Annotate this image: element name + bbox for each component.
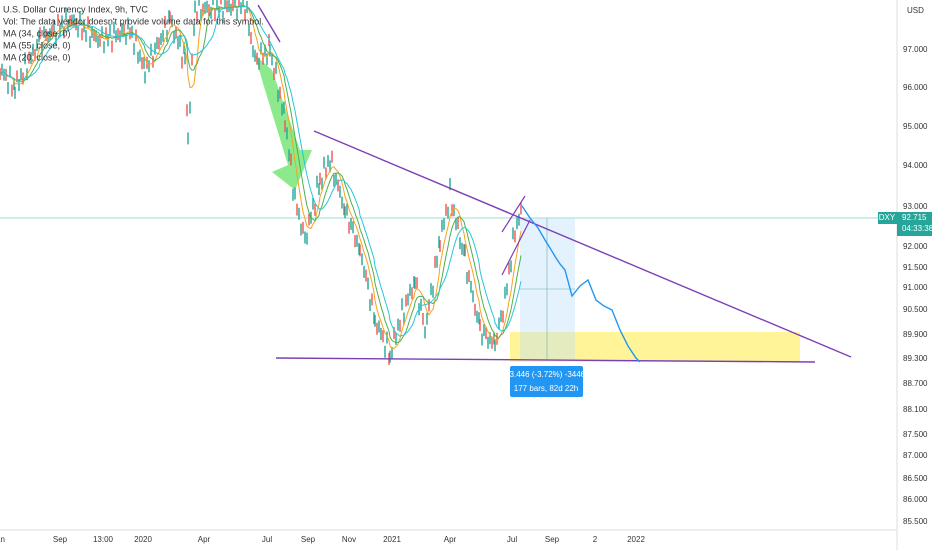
time-label: 13:00 bbox=[93, 535, 114, 544]
trendline bbox=[257, 4, 281, 43]
price-label: 91.000 bbox=[903, 283, 928, 292]
time-label: Sep bbox=[301, 535, 316, 544]
time-label: Nov bbox=[342, 535, 356, 544]
target-zone bbox=[510, 332, 800, 362]
trendline bbox=[275, 357, 816, 363]
time-label: Apr bbox=[444, 535, 457, 544]
measure-box bbox=[510, 366, 583, 397]
green-arrow bbox=[255, 55, 312, 190]
time-label: Jan bbox=[0, 535, 5, 544]
last-price-tag bbox=[897, 212, 932, 236]
time-label: Sep bbox=[53, 535, 68, 544]
countdown: 04:33:38 bbox=[902, 224, 932, 233]
price-label: 95.000 bbox=[903, 122, 928, 131]
price-label: 88.700 bbox=[903, 379, 928, 388]
time-label: Sep bbox=[545, 535, 560, 544]
price-label: 92.000 bbox=[903, 242, 928, 251]
price-label: 85.500 bbox=[903, 517, 928, 526]
legend-text: U.S. Dollar Currency Index, 9h, TVC bbox=[3, 4, 148, 14]
time-label: Jul bbox=[507, 535, 517, 544]
symbol-tag bbox=[878, 212, 897, 224]
price-label: 89.900 bbox=[903, 330, 928, 339]
price-label: 87.000 bbox=[903, 451, 928, 460]
price-label: 87.500 bbox=[903, 430, 928, 439]
last-price: 92.715 bbox=[902, 213, 927, 222]
time-label: Apr bbox=[198, 535, 211, 544]
legend-text: MA (20, close, 0) bbox=[3, 52, 71, 62]
legend-text: MA (34, close, 0) bbox=[3, 28, 71, 38]
trendline bbox=[501, 195, 526, 233]
price-label: 86.000 bbox=[903, 495, 928, 504]
price-label: 86.500 bbox=[903, 474, 928, 483]
time-label: 2021 bbox=[383, 535, 401, 544]
moving-average bbox=[0, 6, 522, 337]
time-label: Jul bbox=[262, 535, 272, 544]
currency-unit: USD bbox=[907, 6, 924, 15]
time-label: 2022 bbox=[627, 535, 645, 544]
price-label: 97.000 bbox=[903, 45, 928, 54]
measure-span: 177 bars, 82d 22h bbox=[514, 384, 579, 393]
measure-change: -3.446 (-3.72%) -3446 bbox=[507, 370, 586, 379]
price-label: 96.000 bbox=[903, 83, 928, 92]
trendline bbox=[313, 130, 852, 358]
forecast-path bbox=[521, 205, 641, 363]
price-label: 94.000 bbox=[903, 161, 928, 170]
legend-text: Vol: The data vendor doesn't provide vol… bbox=[3, 16, 264, 26]
trendline bbox=[501, 219, 531, 276]
price-label: 91.500 bbox=[903, 263, 928, 272]
price-series bbox=[0, 0, 522, 365]
symbol: DXY bbox=[879, 213, 896, 222]
legend-text: MA (55, close, 0) bbox=[3, 40, 71, 50]
time-label: 2 bbox=[593, 535, 598, 544]
price-label: 90.500 bbox=[903, 305, 928, 314]
time-label: 2020 bbox=[134, 535, 152, 544]
moving-average bbox=[0, 3, 522, 350]
price-label: 93.000 bbox=[903, 202, 928, 211]
price-label: 89.300 bbox=[903, 354, 928, 363]
price-label: 88.100 bbox=[903, 405, 928, 414]
